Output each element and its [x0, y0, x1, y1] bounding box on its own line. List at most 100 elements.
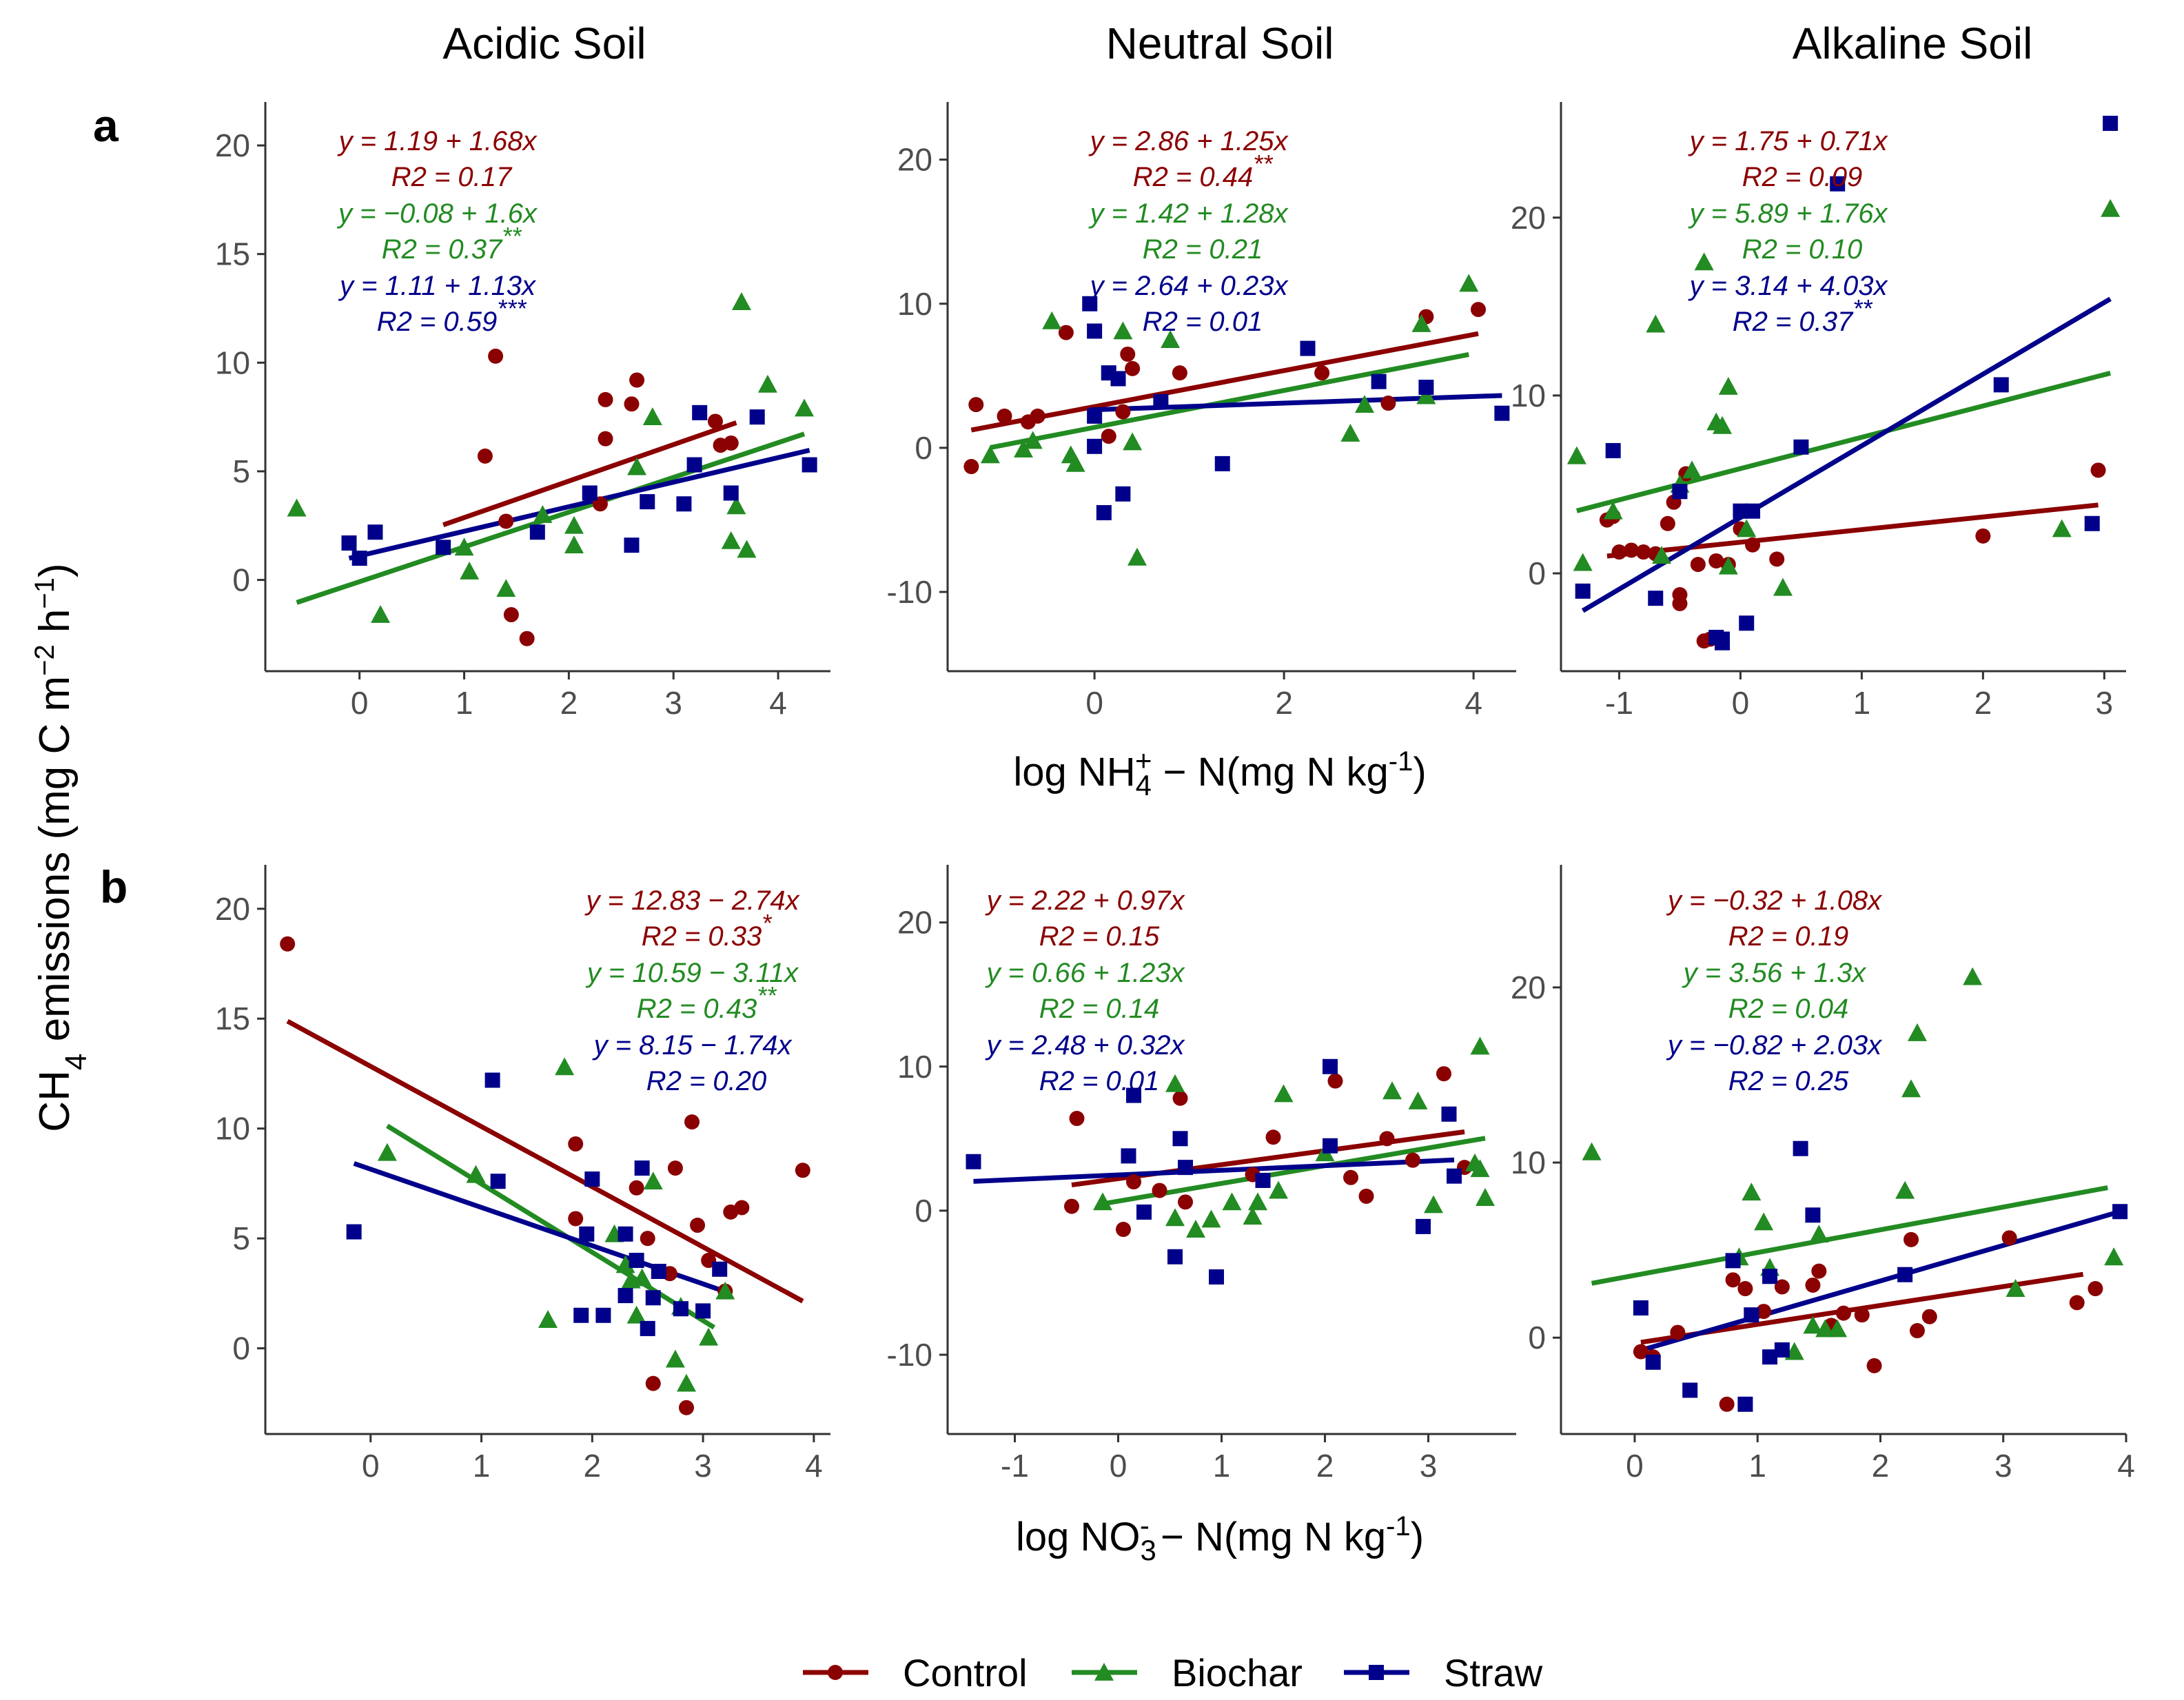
legend-item-straw: Straw [1344, 1651, 1543, 1694]
point-control [1975, 528, 1991, 544]
point-straw [436, 540, 451, 555]
equation-biochar: y = 0.66 + 1.23x [985, 958, 1186, 988]
point-straw [1745, 503, 1761, 519]
point-biochar [980, 445, 1000, 464]
y-tick-label: 20 [1511, 970, 1546, 1005]
point-control [1172, 365, 1187, 381]
point-biochar [1269, 1180, 1288, 1199]
point-straw [584, 1171, 600, 1187]
point-biochar [1809, 1225, 1829, 1243]
point-straw [1672, 484, 1688, 500]
point-straw [1087, 323, 1103, 339]
point-biochar [538, 1310, 558, 1329]
point-straw [1172, 1131, 1188, 1147]
legend-label: Biochar [1172, 1651, 1303, 1694]
point-control [1125, 360, 1141, 376]
point-control [498, 513, 514, 529]
point-control [629, 372, 645, 388]
point-control [1904, 1231, 1919, 1247]
point-biochar [496, 579, 516, 597]
point-biochar [1186, 1220, 1205, 1238]
equation-control: y = 2.86 + 1.25x [1088, 126, 1289, 156]
y-tick-label: 0 [1528, 555, 1546, 591]
point-straw [1441, 1106, 1457, 1122]
point-straw [1209, 1269, 1224, 1285]
point-control [1126, 1174, 1141, 1190]
point-straw [1793, 439, 1809, 455]
point-control [629, 1180, 644, 1196]
point-biochar [757, 374, 777, 393]
point-straw [1323, 1058, 1338, 1074]
fit-line-biochar [1576, 371, 2111, 513]
point-control [1708, 553, 1724, 569]
y-tick-label: 20 [215, 891, 250, 927]
y-tick-label: 0 [232, 562, 250, 598]
point-control [1633, 1344, 1649, 1360]
point-control [1379, 1131, 1395, 1147]
point-straw [651, 1264, 666, 1279]
point-straw [367, 524, 383, 540]
point-biochar [371, 605, 391, 623]
point-straw [624, 537, 640, 553]
r2-biochar: R2 = 0.04 [1728, 994, 1849, 1024]
point-control [1265, 1129, 1281, 1145]
point-control [1327, 1073, 1343, 1089]
point-straw [673, 1301, 688, 1317]
equation-biochar: y = 1.42 + 1.28x [1088, 198, 1289, 229]
r2-control: R2 = 0.17 [391, 162, 513, 192]
fit-line-control [286, 1018, 804, 1304]
point-biochar [1274, 1084, 1294, 1103]
point-straw [802, 457, 817, 473]
point-control [1471, 302, 1486, 318]
point-biochar [715, 1281, 735, 1300]
point-control [280, 936, 296, 952]
point-biochar [1907, 1023, 1927, 1041]
equation-biochar: y = 10.59 − 3.11x [585, 958, 799, 988]
point-control [1120, 346, 1136, 362]
x-tick-label: 3 [1994, 1448, 2012, 1484]
point-control [1101, 429, 1116, 444]
point-biochar [287, 498, 307, 517]
point-straw [695, 1303, 711, 1319]
point-biochar [1754, 1212, 1774, 1231]
point-straw [676, 496, 692, 512]
point-biochar [564, 515, 584, 534]
point-control [684, 1114, 700, 1130]
point-straw [645, 1290, 661, 1306]
x-tick-label: 1 [1748, 1448, 1766, 1484]
x-tick-label: 2 [1275, 685, 1293, 721]
x-axis-label-b: log NO3- − N(mg N kg-1) [1016, 1509, 1424, 1566]
point-straw [1725, 1253, 1741, 1269]
x-tick-label: 3 [2096, 685, 2114, 721]
y-tick-label: 5 [232, 453, 250, 489]
point-biochar [1113, 321, 1133, 340]
point-biochar [2104, 1247, 2124, 1266]
x-tick-label: 2 [584, 1448, 602, 1484]
point-straw [579, 1226, 595, 1242]
point-control [1172, 1090, 1188, 1106]
point-biochar [1408, 1091, 1428, 1109]
significance-stars: ** [1253, 150, 1273, 178]
point-biochar [1652, 546, 1672, 564]
point-straw [1633, 1300, 1649, 1316]
point-straw [692, 404, 708, 420]
point-biochar [1963, 967, 1983, 985]
point-straw [1255, 1172, 1271, 1188]
point-control [1909, 1323, 1925, 1339]
point-biochar [699, 1327, 719, 1346]
column-titles: Acidic Soil Neutral Soil Alkaline Soil [442, 19, 2032, 68]
point-biochar [1165, 1208, 1185, 1227]
point-biochar [1222, 1192, 1242, 1211]
point-biochar [377, 1143, 397, 1161]
r2-straw: R2 = 0.01 [1039, 1066, 1160, 1096]
legend-marker [1369, 1665, 1384, 1680]
point-straw [1153, 393, 1169, 409]
point-straw [1762, 1269, 1778, 1284]
point-biochar [1582, 1142, 1602, 1160]
x-tick-label: 2 [1316, 1448, 1334, 1484]
point-biochar [627, 457, 647, 475]
point-control [1064, 1198, 1079, 1214]
point-straw [1418, 380, 1434, 396]
point-straw [573, 1307, 589, 1323]
